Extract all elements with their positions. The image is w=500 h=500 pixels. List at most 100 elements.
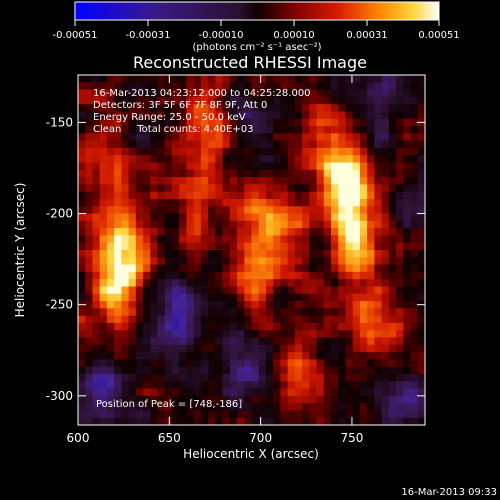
heatmap-cell — [294, 75, 303, 83]
heatmap-cell — [352, 169, 361, 178]
heatmap-cell — [186, 133, 195, 142]
heatmap-cell — [410, 250, 419, 258]
heatmap-cell — [410, 220, 419, 229]
x-tick-label: 600 — [67, 431, 90, 445]
heatmap-cell — [114, 147, 122, 156]
heatmap-cell — [302, 235, 310, 244]
heatmap-cell — [302, 403, 310, 412]
heatmap-cell — [309, 140, 318, 149]
heatmap-cell — [179, 242, 188, 251]
heatmap-cell — [171, 155, 180, 164]
heatmap-cell — [331, 206, 339, 215]
heatmap-cell — [121, 308, 130, 317]
heatmap-cell — [294, 381, 303, 390]
heatmap-cell — [388, 337, 397, 346]
heatmap-cell — [193, 235, 202, 244]
heatmap-cell — [381, 242, 390, 251]
heatmap-cell — [265, 235, 274, 244]
heatmap-cell — [164, 373, 173, 382]
heatmap-cell — [244, 250, 253, 258]
heatmap-cell — [200, 104, 209, 113]
heatmap-cell — [338, 250, 347, 258]
heatmap-cell — [258, 308, 267, 317]
heatmap-cell — [316, 352, 325, 360]
heatmap-cell — [208, 381, 216, 390]
heatmap-cell — [374, 75, 383, 83]
heatmap-cell — [179, 250, 188, 258]
heatmap-cell — [193, 293, 202, 302]
heatmap-cell — [381, 395, 390, 404]
heatmap-cell — [229, 82, 238, 91]
heatmap-cell — [200, 206, 209, 215]
heatmap-cell — [179, 322, 188, 331]
heatmap-cell — [244, 301, 253, 309]
heatmap-cell — [280, 330, 289, 339]
heatmap-cell — [417, 198, 425, 207]
chart-title: Reconstructed RHESSI Image — [133, 53, 367, 72]
heatmap-cell — [78, 162, 86, 171]
heatmap-cell — [309, 118, 318, 127]
heatmap-cell — [78, 242, 86, 251]
heatmap-cell — [99, 169, 108, 178]
heatmap-cell — [92, 155, 101, 164]
heatmap-cell — [150, 89, 159, 98]
heatmap-cell — [229, 191, 238, 200]
heatmap-cell — [280, 155, 289, 164]
heatmap-cell — [345, 235, 354, 244]
heatmap-cell — [106, 111, 115, 120]
heatmap-cell — [410, 381, 419, 390]
heatmap-cell — [273, 293, 282, 302]
heatmap-cell — [287, 279, 296, 288]
heatmap-cell — [193, 308, 202, 317]
heatmap-cell — [193, 133, 202, 142]
heatmap-cell — [294, 133, 303, 142]
heatmap-cell — [316, 162, 325, 171]
heatmap-cell — [114, 417, 122, 425]
heatmap-cell — [186, 235, 195, 244]
heatmap-cell — [273, 330, 282, 339]
heatmap-cell — [338, 191, 347, 200]
heatmap-cell — [171, 279, 180, 288]
heatmap-cell — [92, 213, 101, 222]
heatmap-cell — [208, 177, 216, 185]
heatmap-cell — [331, 111, 339, 120]
heatmap-cell — [150, 337, 159, 346]
heatmap-cell — [388, 286, 397, 295]
heatmap-cell — [388, 184, 397, 193]
heatmap-cell — [280, 366, 289, 375]
heatmap-cell — [338, 126, 347, 134]
heatmap-cell — [367, 330, 375, 339]
heatmap-cell — [143, 133, 151, 142]
heatmap-cell — [150, 301, 159, 309]
heatmap-cell — [114, 82, 122, 91]
heatmap-cell — [128, 359, 137, 368]
heatmap-cell — [78, 330, 86, 339]
heatmap-cell — [273, 279, 282, 288]
heatmap-cell — [171, 220, 180, 229]
heatmap-cell — [258, 213, 267, 222]
heatmap-cell — [294, 250, 303, 258]
heatmap-cell — [367, 155, 375, 164]
heatmap-cell — [374, 293, 383, 302]
heatmap-cell — [164, 330, 173, 339]
heatmap-cell — [258, 264, 267, 273]
heatmap-cell — [280, 169, 289, 178]
heatmap-cell — [388, 381, 397, 390]
heatmap-cell — [106, 147, 115, 156]
heatmap-cell — [237, 169, 245, 178]
heatmap-cell — [388, 308, 397, 317]
heatmap-cell — [85, 322, 94, 331]
heatmap-cell — [200, 308, 209, 317]
heatmap-cell — [388, 118, 397, 127]
heatmap-cell — [157, 147, 166, 156]
heatmap-cell — [367, 184, 375, 193]
heatmap-cell — [164, 206, 173, 215]
heatmap-cell — [331, 366, 339, 375]
heatmap-cell — [186, 293, 195, 302]
heatmap-cell — [121, 373, 130, 382]
heatmap-cell — [258, 322, 267, 331]
heatmap-cell — [331, 140, 339, 149]
heatmap-cell — [208, 322, 216, 331]
heatmap-cell — [280, 395, 289, 404]
heatmap-cell — [403, 403, 412, 412]
